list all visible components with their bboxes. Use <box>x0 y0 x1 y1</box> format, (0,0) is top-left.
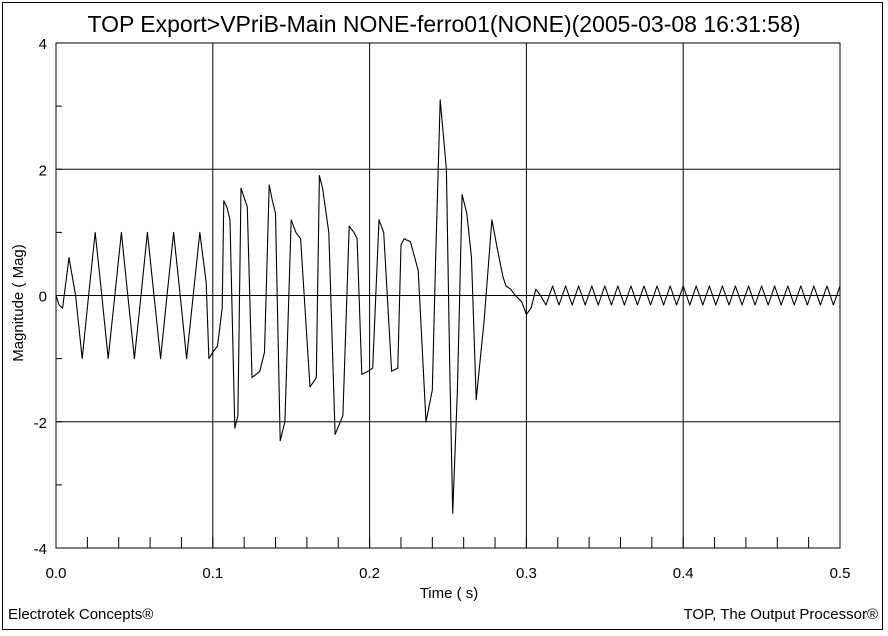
x-tick-label: 0.5 <box>830 565 851 582</box>
y-tick-label: 0 <box>39 289 47 306</box>
y-tick-label: -4 <box>34 541 47 558</box>
y-tick-label: 2 <box>39 162 47 179</box>
x-tick-label: 0.0 <box>46 565 67 582</box>
y-tick-label: 4 <box>39 36 47 53</box>
y-tick-labels: 4 2 0 -2 -4 <box>34 36 47 558</box>
chart-title: TOP Export>VPriB-Main NONE-ferro01(NONE)… <box>87 11 800 37</box>
footer-right-text: TOP, The Output Processor® <box>684 606 878 623</box>
x-tick-label: 0.4 <box>673 565 694 582</box>
x-tick-label: 0.1 <box>202 565 223 582</box>
grid-lines <box>56 43 840 548</box>
figure-frame <box>2 2 883 630</box>
x-tick-label: 0.3 <box>516 565 537 582</box>
series-line <box>55 99 841 514</box>
footer-left-text: Electrotek Concepts® <box>8 606 153 623</box>
x-axis-label: Time ( s) <box>420 585 479 602</box>
x-tick-labels: 0.0 0.1 0.2 0.3 0.4 0.5 <box>46 565 851 582</box>
y-tick-label: -2 <box>34 415 47 432</box>
x-tick-label: 0.2 <box>359 565 380 582</box>
minor-ticks <box>55 42 841 549</box>
y-axis-label: Magnitude ( Mag) <box>10 244 27 362</box>
